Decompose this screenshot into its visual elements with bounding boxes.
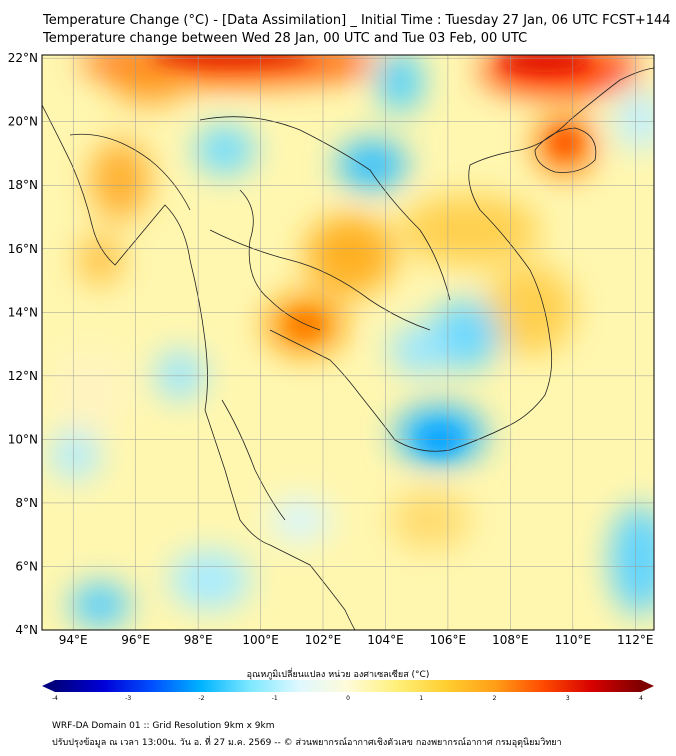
cool-patch-tonlesap [390,325,450,375]
lat-tick-label: 22°N [8,51,38,65]
map-title: Temperature Change (°C) - [Data Assimila… [43,13,671,28]
warm-patch-vietnam [485,265,575,355]
footer-model-info: WRF-DA Domain 01 :: Grid Resolution 9km … [52,721,275,731]
border-cambodia [209,229,431,331]
cool-core-mekong [420,426,460,454]
cool-patch-west [50,430,100,480]
cool-patch-andaman [155,350,205,400]
cool-patch-north [378,55,422,112]
gridlines [42,55,654,630]
warm-core-ne [500,55,590,72]
cool-patch-east [610,505,654,615]
colorbar-tick-label: 1 [419,695,423,702]
warm-patch-coast [78,235,122,285]
warm-patch-isan [305,215,395,295]
colorbar-tick-label: -3 [125,695,131,702]
coast-west [42,104,356,630]
lon-tick-label: 112°E [617,633,654,647]
colorbar-tick-label: -1 [272,695,278,702]
colorbar-tick-label: 2 [493,695,497,702]
colorbar: -4 -3 -2 -1 0 1 2 3 4 [42,680,654,702]
footer-credit: ปรับปรุงข้อมูล ณ เวลา 13:00น. วัน อ. ที่… [52,738,562,748]
colorbar-min-arrow [42,680,55,692]
cool-patch-northeast [615,90,654,150]
cool-patch-chiangmai [195,125,255,175]
warm-patch-nw [110,58,190,102]
colorbar-body [55,680,641,692]
coastlines [42,67,654,630]
cool-patch-laos [337,140,407,190]
colorbar-tick-label: -2 [199,695,205,702]
border-myanmar [69,133,191,211]
latitude-labels: 22°N 20°N 18°N 16°N 14°N 12°N 10°N 8°N 6°N 4°N [8,51,38,637]
longitude-labels: 94°E 96°E 98°E 100°E 102°E 104°E 106°E 108°E 110… [59,633,654,647]
lon-tick-label: 98°E [184,633,213,647]
colorbar-tick-label: 0 [346,695,350,702]
warm-patch-laos [400,195,540,265]
colorbar-ticks: -4 -3 -2 -1 0 1 2 3 4 [52,695,643,702]
island-hainan [534,127,597,173]
plot-frame [41,54,655,631]
lon-tick-label: 102°E [305,633,342,647]
coast-east [269,67,654,452]
cool-patch-south [170,550,250,610]
cool-patch-southwest [70,583,130,627]
lon-tick-label: 94°E [59,633,88,647]
lat-tick-label: 4°N [15,623,38,637]
lat-tick-label: 20°N [8,115,38,129]
colorbar-tick-label: -4 [52,695,58,702]
temperature-field [42,55,654,630]
warm-core-hainan [551,130,579,154]
cool-patch-gulf [270,498,330,542]
lon-tick-label: 104°E [367,633,404,647]
lon-tick-label: 96°E [121,633,150,647]
neutral-patch-andaman [50,350,130,430]
warm-core-central [287,311,323,339]
warm-patch-myanmar [90,140,150,220]
lat-tick-label: 12°N [8,369,38,383]
colorbar-tick-label: 3 [566,695,570,702]
colorbar-max-arrow [641,680,654,692]
coast-peninsula [221,399,286,521]
lon-tick-label: 110°E [555,633,592,647]
lat-tick-label: 18°N [8,178,38,192]
lon-tick-label: 100°E [242,633,279,647]
lat-tick-label: 6°N [15,559,38,573]
lat-tick-label: 10°N [8,432,38,446]
lat-tick-label: 14°N [8,305,38,319]
border-internal [239,189,321,331]
warm-patch-sea [390,490,470,550]
colorbar-title: อุณหภูมิเปลี่ยนแปลง หน่วย องศาเซลเซียส (… [246,670,430,680]
warm-core-north [150,55,310,66]
colorbar-tick-label: 4 [639,695,643,702]
lat-tick-label: 8°N [15,496,38,510]
lon-tick-label: 108°E [492,633,529,647]
lon-tick-label: 106°E [430,633,467,647]
map-subtitle: Temperature change between Wed 28 Jan, 0… [43,31,528,46]
lat-tick-label: 16°N [8,242,38,256]
